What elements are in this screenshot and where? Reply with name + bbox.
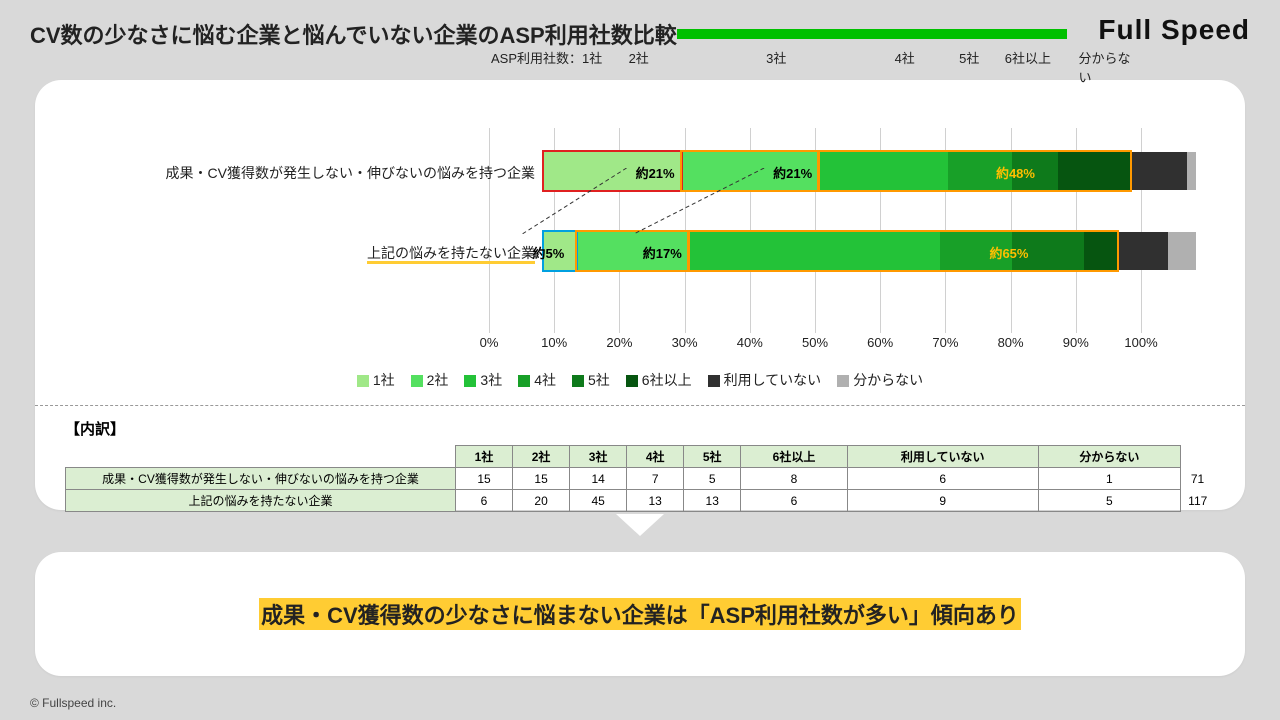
breakdown-section: 【内訳】 1社2社3社4社5社6社以上利用していない分からない成果・CV獲得数が… [65, 418, 1215, 512]
title-row: CV数の少なさに悩む企業と悩んでいない企業のASP利用社数比較 [30, 18, 1250, 50]
breakdown-title: 【内訳】 [65, 418, 1215, 439]
row-label-1: 上記の悩みを持たない企業 [367, 243, 535, 263]
copyright: © Fullspeed inc. [30, 696, 116, 710]
down-arrow-icon [616, 514, 664, 536]
brand-logo: Full Speed [1098, 14, 1250, 46]
conclusion-text: 成果・CV獲得数の少なさに悩まない企業は「ASP利用社数が多い」傾向あり [259, 598, 1021, 630]
page-title: CV数の少なさに悩む企業と悩んでいない企業のASP利用社数比較 [30, 18, 677, 50]
chart-row-0: 成果・CV獲得数が発生しない・伸びないの悩みを持つ企業 約21%約21%約48% [90, 152, 1190, 192]
breakdown-table: 1社2社3社4社5社6社以上利用していない分からない成果・CV獲得数が発生しない… [65, 445, 1215, 512]
title-accent-bar [677, 29, 1067, 39]
chart-legend: 1社2社3社4社5社6社以上利用していない分からない [35, 370, 1245, 390]
conclusion-card: 成果・CV獲得数の少なさに悩まない企業は「ASP利用社数が多い」傾向あり [35, 552, 1245, 676]
chart-card: ASP利用社数：1社2社3社4社5社6社以上分からない 成果・CV獲得数が発生し… [35, 80, 1245, 510]
divider [35, 405, 1245, 406]
chart-row-1: 上記の悩みを持たない企業 約5%約17%約65% [90, 232, 1190, 272]
row-label-0: 成果・CV獲得数が発生しない・伸びないの悩みを持つ企業 [166, 163, 535, 183]
